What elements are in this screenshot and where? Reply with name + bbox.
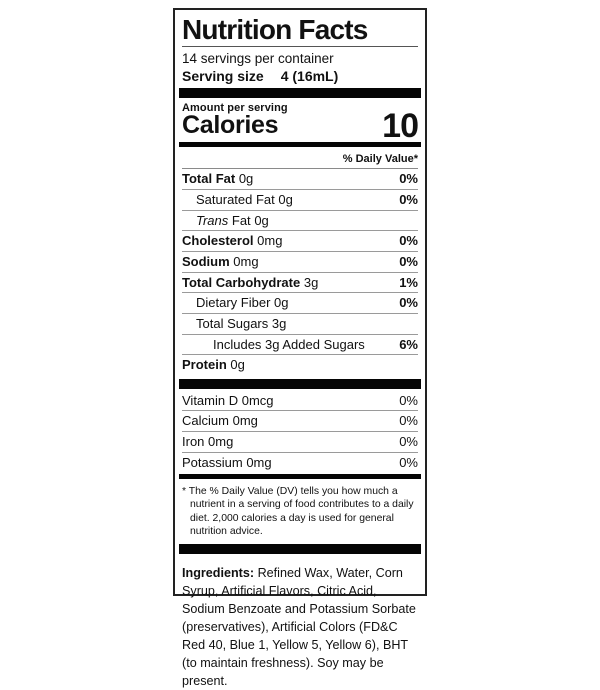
daily-value-header: % Daily Value*: [182, 149, 418, 170]
ingredients-label: Ingredients:: [182, 565, 255, 580]
footnote-asterisk: *: [182, 486, 187, 498]
vitamin-dv: 0%: [399, 434, 418, 450]
vitamin-row-potassium: Potassium 0mg 0%: [182, 453, 418, 473]
nutrient-row-cholesterol: Cholesterol 0mg 0%: [182, 231, 418, 252]
calories-row: Calories 10: [182, 106, 419, 145]
nutrient-dv: 0%: [399, 192, 418, 208]
daily-value-footnote: * The % Daily Value (DV) tells you how m…: [182, 481, 418, 539]
nutrient-row-sodium: Sodium 0mg 0%: [182, 252, 418, 273]
footnote-text: The % Daily Value (DV) tells you how muc…: [188, 486, 414, 537]
vitamin-name: Potassium 0mg: [182, 454, 272, 470]
medium-divider-bar: [179, 474, 421, 480]
nutrition-facts-label: Nutrition Facts 14 servings per containe…: [173, 8, 427, 688]
vitamin-row-vitamin-d: Vitamin D 0mcg 0%: [182, 391, 418, 412]
nutrient-row-saturated-fat: Saturated Fat 0g 0%: [182, 190, 418, 211]
nutrient-row-total-sugars: Total Sugars 3g: [182, 314, 418, 335]
serving-size-label: Serving size: [182, 68, 264, 85]
nutrient-name: Total Sugars 3g: [196, 315, 287, 331]
nutrient-row-added-sugars: Includes 3g Added Sugars 6%: [182, 335, 418, 356]
nutrient-name: Protein 0g: [182, 357, 245, 373]
calories-value: 10: [382, 106, 419, 145]
nutrient-dv: 0%: [399, 253, 418, 269]
nutrient-row-trans-fat: Trans Fat 0g: [182, 211, 418, 232]
servings-per-container: 14 servings per container: [182, 51, 334, 67]
title-divider: [182, 46, 418, 48]
thick-divider-bar: [179, 88, 421, 99]
nutrient-dv: 6%: [399, 336, 418, 352]
ingredients-section: Ingredients: Refined Wax, Water, Corn Sy…: [182, 556, 418, 690]
nutrient-name: Sodium 0mg: [182, 253, 259, 269]
nutrient-name: Dietary Fiber 0g: [196, 295, 289, 311]
vitamin-name: Vitamin D 0mcg: [182, 392, 274, 408]
nutrient-name: Trans Fat 0g: [196, 212, 269, 228]
vitamin-name: Calcium 0mg: [182, 413, 258, 429]
nutrient-row-total-carbohydrate: Total Carbohydrate 3g 1%: [182, 273, 418, 294]
vitamin-dv: 0%: [399, 413, 418, 429]
vitamin-row-calcium: Calcium 0mg 0%: [182, 411, 418, 433]
medium-divider-bar: [179, 142, 421, 148]
vitamin-dv: 0%: [399, 392, 418, 408]
label-title: Nutrition Facts: [182, 14, 368, 45]
nutrient-row-protein: Protein 0g: [182, 355, 418, 375]
nutrient-dv: 0%: [399, 233, 418, 249]
ingredients-text: Refined Wax, Water, Corn Syrup, Artifici…: [182, 565, 416, 688]
thick-divider-bar: [179, 543, 421, 554]
vitamin-name: Iron 0mg: [182, 434, 234, 450]
vitamin-dv: 0%: [399, 454, 418, 470]
serving-size-value: 4 (16mL): [280, 68, 339, 85]
nutrient-name: Total Fat 0g: [182, 171, 254, 187]
nutrient-dv: 1%: [399, 274, 418, 290]
serving-size-row: Serving size 4 (16mL): [182, 68, 418, 84]
nutrient-dv: 0%: [399, 171, 418, 187]
nutrient-row-total-fat: Total Fat 0g 0%: [182, 169, 418, 191]
nutrient-name: Cholesterol 0mg: [182, 233, 283, 249]
nutrient-name: Total Carbohydrate 3g: [182, 274, 319, 290]
nutrient-dv: 0%: [399, 295, 418, 311]
thick-divider-bar: [179, 378, 421, 389]
nutrient-name: Includes 3g Added Sugars: [213, 336, 365, 352]
calories-label: Calories: [182, 111, 279, 140]
nutrient-row-dietary-fiber: Dietary Fiber 0g 0%: [182, 293, 418, 314]
vitamin-row-iron: Iron 0mg 0%: [182, 432, 418, 453]
nutrient-name: Saturated Fat 0g: [196, 192, 293, 208]
amount-per-serving-label: Amount per serving: [182, 102, 288, 115]
